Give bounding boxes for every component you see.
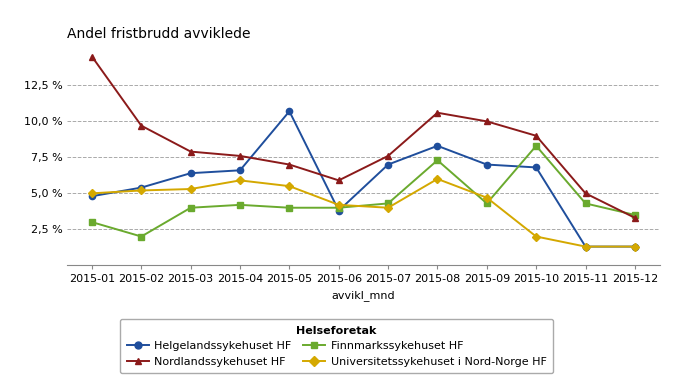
Universitetssykehuset i Nord-Norge HF xyxy=(88,191,96,196)
Universitetssykehuset i Nord-Norge HF xyxy=(631,244,639,249)
Helgelandssykehuset HF xyxy=(581,244,590,249)
Universitetssykehuset i Nord-Norge HF xyxy=(285,184,293,188)
Nordlandssykehuset HF xyxy=(631,216,639,220)
Universitetssykehuset i Nord-Norge HF xyxy=(532,234,540,239)
Finnmarkssykehuset HF xyxy=(186,205,194,210)
Finnmarkssykehuset HF xyxy=(88,220,96,224)
Nordlandssykehuset HF xyxy=(236,153,244,158)
Universitetssykehuset i Nord-Norge HF xyxy=(186,187,194,191)
Nordlandssykehuset HF xyxy=(186,149,194,154)
Helgelandssykehuset HF xyxy=(532,165,540,170)
Nordlandssykehuset HF xyxy=(334,178,343,183)
Line: Universitetssykehuset i Nord-Norge HF: Universitetssykehuset i Nord-Norge HF xyxy=(89,176,638,250)
Finnmarkssykehuset HF xyxy=(384,201,392,206)
Universitetssykehuset i Nord-Norge HF xyxy=(384,205,392,210)
Helgelandssykehuset HF xyxy=(285,109,293,114)
Line: Helgelandssykehuset HF: Helgelandssykehuset HF xyxy=(89,108,638,250)
Nordlandssykehuset HF xyxy=(581,191,590,196)
Helgelandssykehuset HF xyxy=(433,144,441,148)
Universitetssykehuset i Nord-Norge HF xyxy=(334,203,343,207)
Nordlandssykehuset HF xyxy=(285,162,293,167)
Finnmarkssykehuset HF xyxy=(285,205,293,210)
Helgelandssykehuset HF xyxy=(88,194,96,199)
Finnmarkssykehuset HF xyxy=(334,205,343,210)
Line: Nordlandssykehuset HF: Nordlandssykehuset HF xyxy=(89,53,638,221)
Helgelandssykehuset HF xyxy=(236,168,244,172)
Universitetssykehuset i Nord-Norge HF xyxy=(433,177,441,181)
X-axis label: avvikl_mnd: avvikl_mnd xyxy=(332,290,395,301)
Helgelandssykehuset HF xyxy=(631,244,639,249)
Helgelandssykehuset HF xyxy=(186,171,194,175)
Line: Finnmarkssykehuset HF: Finnmarkssykehuset HF xyxy=(89,143,638,240)
Helgelandssykehuset HF xyxy=(483,162,491,167)
Finnmarkssykehuset HF xyxy=(581,201,590,206)
Finnmarkssykehuset HF xyxy=(631,213,639,217)
Text: Andel fristbrudd avviklede: Andel fristbrudd avviklede xyxy=(67,27,251,41)
Helgelandssykehuset HF xyxy=(384,162,392,167)
Helgelandssykehuset HF xyxy=(334,208,343,213)
Nordlandssykehuset HF xyxy=(384,153,392,158)
Nordlandssykehuset HF xyxy=(137,124,145,128)
Nordlandssykehuset HF xyxy=(433,110,441,115)
Universitetssykehuset i Nord-Norge HF xyxy=(236,178,244,183)
Helgelandssykehuset HF xyxy=(137,185,145,190)
Finnmarkssykehuset HF xyxy=(137,234,145,239)
Nordlandssykehuset HF xyxy=(88,54,96,59)
Finnmarkssykehuset HF xyxy=(236,203,244,207)
Universitetssykehuset i Nord-Norge HF xyxy=(137,188,145,193)
Finnmarkssykehuset HF xyxy=(532,144,540,148)
Finnmarkssykehuset HF xyxy=(483,201,491,206)
Universitetssykehuset i Nord-Norge HF xyxy=(483,196,491,200)
Legend: Helgelandssykehuset HF, Nordlandssykehuset HF, Finnmarkssykehuset HF, Universite: Helgelandssykehuset HF, Nordlandssykehus… xyxy=(120,319,553,373)
Nordlandssykehuset HF xyxy=(532,133,540,138)
Nordlandssykehuset HF xyxy=(483,119,491,124)
Finnmarkssykehuset HF xyxy=(433,158,441,163)
Universitetssykehuset i Nord-Norge HF xyxy=(581,244,590,249)
